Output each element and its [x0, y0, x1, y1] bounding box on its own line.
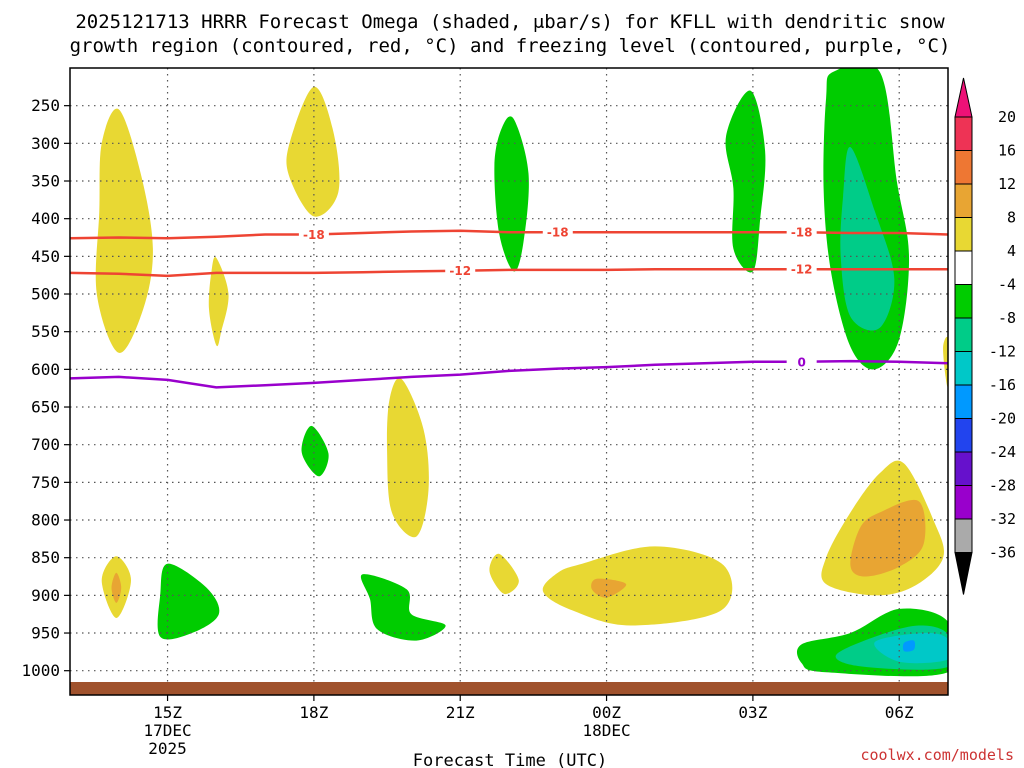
colorbar-label--12: -12	[989, 343, 1016, 361]
omega-region-uplift-band-15z	[95, 108, 153, 353]
omega-region-yellow-edge-07z	[943, 336, 948, 387]
omega-region-green-03z-upper	[725, 90, 766, 273]
omega-region-small-yellow-16z	[208, 256, 229, 347]
y-tick-label-700: 700	[31, 435, 60, 454]
colorbar-label-8: 8	[1007, 209, 1016, 227]
omega-region-blue-06z-surface	[902, 640, 916, 652]
omega-region-green-18z-mid	[301, 425, 329, 477]
colorbar-swatch	[954, 418, 973, 453]
colorbar-swatch	[954, 351, 973, 386]
colorbar-swatch	[954, 317, 973, 352]
contour-label-dsg-minus12: -12	[791, 263, 813, 277]
chart-title-line-2: growth region (contoured, red, °C) and f…	[70, 35, 951, 57]
x-tick-year-15Z: 2025	[148, 739, 187, 758]
credit-text: coolwx.com/models	[860, 746, 1014, 764]
x-tick-label-03Z: 03Z	[738, 703, 767, 722]
contour-label-bg	[786, 354, 817, 369]
y-tick-label-750: 750	[31, 473, 60, 492]
colorbar-swatch	[954, 284, 973, 319]
omega-region-yellow-00z-low	[542, 546, 733, 626]
colorbar: 20 16 12 8 4 -4 -8 -12 -16 -20 -24 -28 -32 -36	[954, 77, 1016, 595]
grid-lines	[70, 68, 948, 682]
colorbar-label--16: -16	[989, 376, 1016, 394]
colorbar-swatch	[954, 384, 973, 419]
omega-region-green-16z-low	[157, 563, 220, 640]
y-tick-label-300: 300	[31, 134, 60, 153]
colorbar-label-12: 12	[998, 175, 1016, 193]
contour-label-bg	[445, 263, 476, 278]
y-tick-label-1000: 1000	[21, 661, 60, 680]
omega-region-yellow-22z-low	[489, 553, 519, 595]
colorbar-swatch	[954, 217, 973, 252]
x-tick-label-06Z: 06Z	[885, 703, 914, 722]
colorbar-swatch	[954, 451, 973, 486]
chart-title-line-1: 2025121713 HRRR Forecast Omega (shaded, …	[75, 11, 945, 33]
y-tick-label-350: 350	[31, 172, 60, 191]
omega-region-green-22z-upper	[494, 116, 529, 272]
contour-label-dsg-minus18: -18	[547, 226, 569, 240]
x-tick-date-00Z: 18DEC	[582, 721, 630, 740]
colorbar-label--20: -20	[989, 410, 1016, 428]
colorbar-label--8: -8	[998, 309, 1016, 327]
colorbar-top-arrow	[954, 77, 973, 118]
omega-region-teal-05z-core	[840, 146, 895, 331]
omega-region-yellow-18z-upper	[286, 86, 340, 217]
colorbar-bottom-arrow	[954, 552, 973, 595]
y-tick-label-900: 900	[31, 586, 60, 605]
contour-label-dsg-minus18: -18	[791, 226, 813, 240]
y-tick-label-250: 250	[31, 96, 60, 115]
contour-lines: -18 -18 -18 -12 -12 0	[69, 225, 949, 389]
colorbar-swatch	[954, 250, 973, 285]
omega-region-orange-00z-low	[591, 578, 627, 598]
x-tick-label-00Z: 00Z	[592, 703, 621, 722]
x-tick-date-15Z: 17DEC	[143, 721, 191, 740]
y-tick-label-400: 400	[31, 209, 60, 228]
colorbar-swatch	[954, 183, 973, 218]
contour-label-bg	[298, 227, 329, 242]
colorbar-label--4: -4	[998, 276, 1016, 294]
omega-region-yellow-20z-mid	[386, 378, 429, 538]
contour-label-bg	[786, 262, 817, 277]
plot-frame	[69, 67, 949, 696]
y-tick-label-550: 550	[31, 322, 60, 341]
contour-label-bg	[786, 225, 817, 240]
colorbar-label--32: -32	[989, 510, 1016, 528]
colorbar-label-20: 20	[998, 108, 1016, 126]
colorbar-label--28: -28	[989, 477, 1016, 495]
y-tick-label-950: 950	[31, 624, 60, 643]
x-tick-label-18Z: 18Z	[299, 703, 328, 722]
y-tick-label-600: 600	[31, 360, 60, 379]
y-tick-label-500: 500	[31, 285, 60, 304]
colorbar-swatch	[954, 485, 973, 520]
colorbar-label--36: -36	[989, 544, 1016, 562]
y-tick-label-450: 450	[31, 247, 60, 266]
colorbar-swatch	[954, 116, 973, 151]
colorbar-label-4: 4	[1007, 242, 1016, 260]
ground-strip	[70, 682, 948, 695]
colorbar-label--24: -24	[989, 443, 1016, 461]
omega-region-green-19z-low	[360, 574, 446, 641]
x-tick-label-21Z: 21Z	[446, 703, 475, 722]
y-axis: 250 300 350 400 450 500 550 600 650 700 750 800 850 9…	[21, 96, 70, 680]
y-tick-label-650: 650	[31, 398, 60, 417]
colorbar-label-16: 16	[998, 142, 1016, 160]
x-tick-label-15Z: 15Z	[153, 703, 182, 722]
contour-label-dsg-minus12: -12	[449, 264, 471, 278]
contour-label-freezing-level: 0	[797, 355, 805, 369]
colorbar-swatch	[954, 150, 973, 185]
contour-label-bg	[542, 225, 573, 240]
y-tick-label-800: 800	[31, 511, 60, 530]
x-axis-label: Forecast Time (UTC)	[413, 751, 607, 768]
contour-label-dsg-minus18: -18	[303, 228, 325, 242]
y-tick-label-850: 850	[31, 548, 60, 567]
colorbar-swatch	[954, 518, 973, 553]
